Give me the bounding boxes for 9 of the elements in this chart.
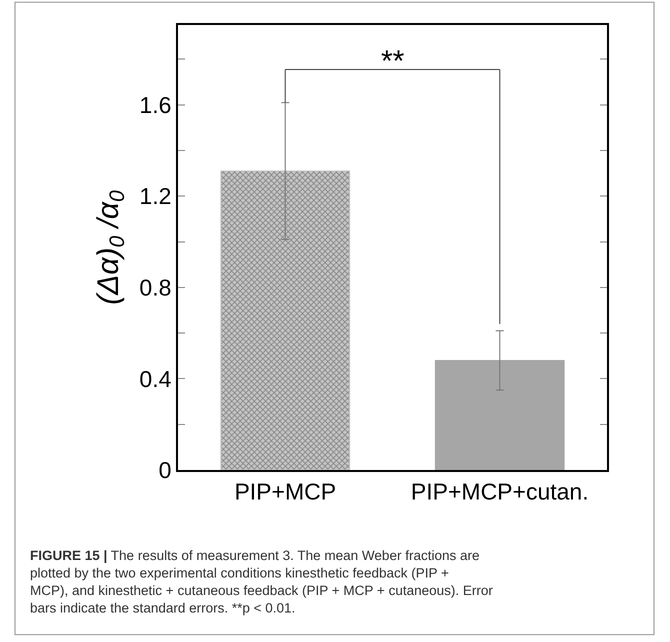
- caption: FIGURE 15 | The results of measurement 3. The mean Weber fractions are plotted by the two experimental conditions kinesthetic feedback (PIP + MCP), and kinesthetic + cutaneous feedback (PIP + MCP + cutaneous). Error bars indicate the standard errors. **p < 0.01.: [30, 548, 494, 616]
- y-tick-label: 0.4: [139, 366, 172, 392]
- y-tick-label: 0: [158, 457, 172, 484]
- x-tick-label: PIP+MCP: [234, 478, 336, 505]
- annotation: **: [381, 45, 405, 78]
- x-tick-label: PIP+MCP+cutan.: [410, 478, 589, 505]
- y-tick-label: 1.6: [139, 92, 172, 118]
- y-tick-label: 0.8: [139, 274, 172, 300]
- y-tick-label: 1.2: [139, 183, 172, 210]
